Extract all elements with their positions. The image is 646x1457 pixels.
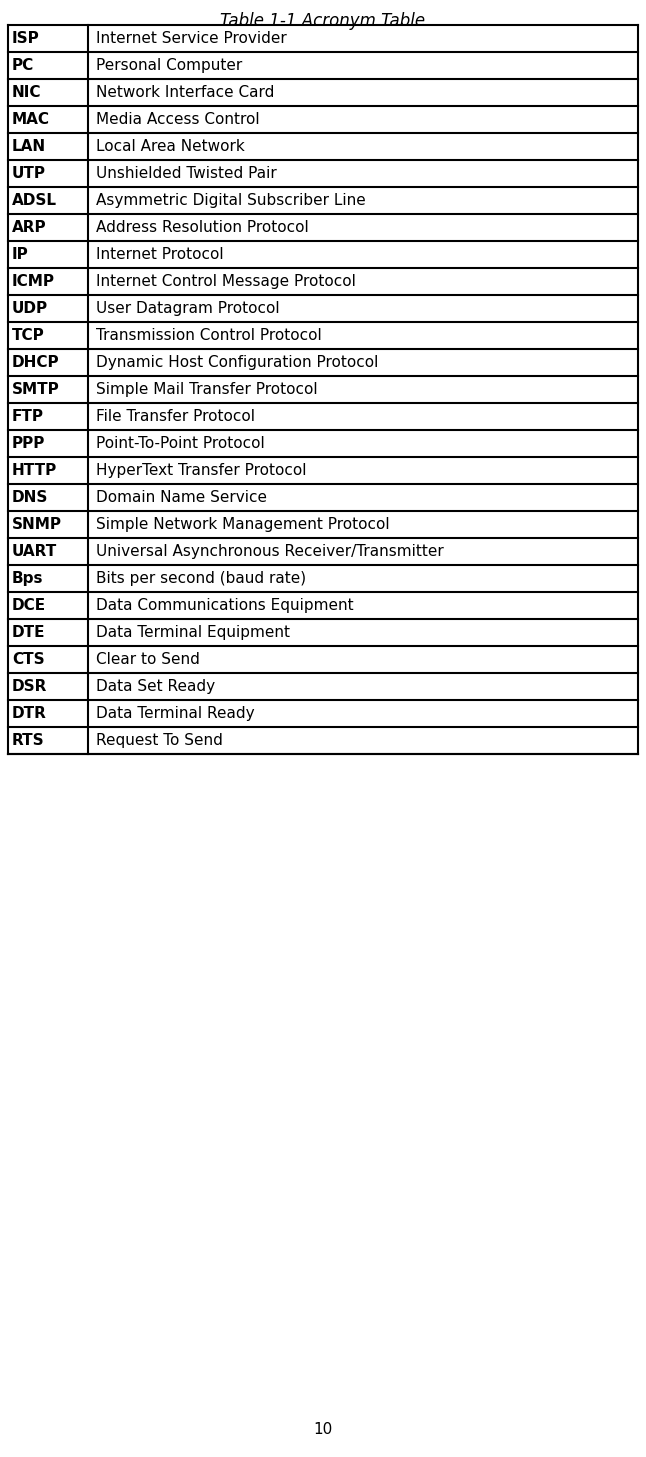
- Text: Bps: Bps: [12, 571, 43, 586]
- Text: Address Resolution Protocol: Address Resolution Protocol: [96, 220, 309, 235]
- Text: Dynamic Host Configuration Protocol: Dynamic Host Configuration Protocol: [96, 356, 379, 370]
- Text: SMTP: SMTP: [12, 382, 59, 396]
- Text: FTP: FTP: [12, 409, 44, 424]
- Text: UDP: UDP: [12, 302, 48, 316]
- Text: PC: PC: [12, 58, 34, 73]
- Text: ICMP: ICMP: [12, 274, 55, 288]
- Text: Internet Control Message Protocol: Internet Control Message Protocol: [96, 274, 356, 288]
- Text: Data Terminal Ready: Data Terminal Ready: [96, 707, 255, 721]
- Text: ARP: ARP: [12, 220, 47, 235]
- Text: Internet Protocol: Internet Protocol: [96, 248, 224, 262]
- Text: Internet Service Provider: Internet Service Provider: [96, 31, 287, 47]
- Text: DCE: DCE: [12, 597, 46, 613]
- Text: Data Terminal Equipment: Data Terminal Equipment: [96, 625, 290, 640]
- Text: File Transfer Protocol: File Transfer Protocol: [96, 409, 255, 424]
- Text: MAC: MAC: [12, 112, 50, 127]
- Text: SNMP: SNMP: [12, 517, 62, 532]
- Text: IP: IP: [12, 248, 29, 262]
- Text: Asymmetric Digital Subscriber Line: Asymmetric Digital Subscriber Line: [96, 192, 366, 208]
- Text: UART: UART: [12, 543, 57, 559]
- Text: 10: 10: [313, 1422, 333, 1438]
- Text: Point-To-Point Protocol: Point-To-Point Protocol: [96, 436, 265, 452]
- Text: TCP: TCP: [12, 328, 45, 342]
- Text: User Datagram Protocol: User Datagram Protocol: [96, 302, 280, 316]
- Text: UTP: UTP: [12, 166, 46, 181]
- Text: Universal Asynchronous Receiver/Transmitter: Universal Asynchronous Receiver/Transmit…: [96, 543, 444, 559]
- Text: LAN: LAN: [12, 138, 46, 154]
- Text: ADSL: ADSL: [12, 192, 57, 208]
- Text: Request To Send: Request To Send: [96, 733, 223, 747]
- Text: RTS: RTS: [12, 733, 45, 747]
- Text: DTE: DTE: [12, 625, 45, 640]
- Text: Transmission Control Protocol: Transmission Control Protocol: [96, 328, 322, 342]
- Text: DNS: DNS: [12, 490, 48, 506]
- Text: Unshielded Twisted Pair: Unshielded Twisted Pair: [96, 166, 276, 181]
- Text: Table 1-1 Acronym Table: Table 1-1 Acronym Table: [220, 12, 426, 31]
- Text: Bits per second (baud rate): Bits per second (baud rate): [96, 571, 306, 586]
- Text: HyperText Transfer Protocol: HyperText Transfer Protocol: [96, 463, 306, 478]
- Text: DSR: DSR: [12, 679, 47, 694]
- Text: Media Access Control: Media Access Control: [96, 112, 260, 127]
- Text: Data Set Ready: Data Set Ready: [96, 679, 215, 694]
- Text: Clear to Send: Clear to Send: [96, 651, 200, 667]
- Text: Domain Name Service: Domain Name Service: [96, 490, 267, 506]
- Text: ISP: ISP: [12, 31, 40, 47]
- Text: HTTP: HTTP: [12, 463, 57, 478]
- Text: Personal Computer: Personal Computer: [96, 58, 242, 73]
- Text: NIC: NIC: [12, 85, 41, 101]
- Text: CTS: CTS: [12, 651, 45, 667]
- Text: DTR: DTR: [12, 707, 47, 721]
- Text: Local Area Network: Local Area Network: [96, 138, 245, 154]
- Text: PPP: PPP: [12, 436, 45, 452]
- Text: DHCP: DHCP: [12, 356, 59, 370]
- Text: Data Communications Equipment: Data Communications Equipment: [96, 597, 353, 613]
- Text: Simple Network Management Protocol: Simple Network Management Protocol: [96, 517, 390, 532]
- Text: Simple Mail Transfer Protocol: Simple Mail Transfer Protocol: [96, 382, 318, 396]
- Text: Network Interface Card: Network Interface Card: [96, 85, 275, 101]
